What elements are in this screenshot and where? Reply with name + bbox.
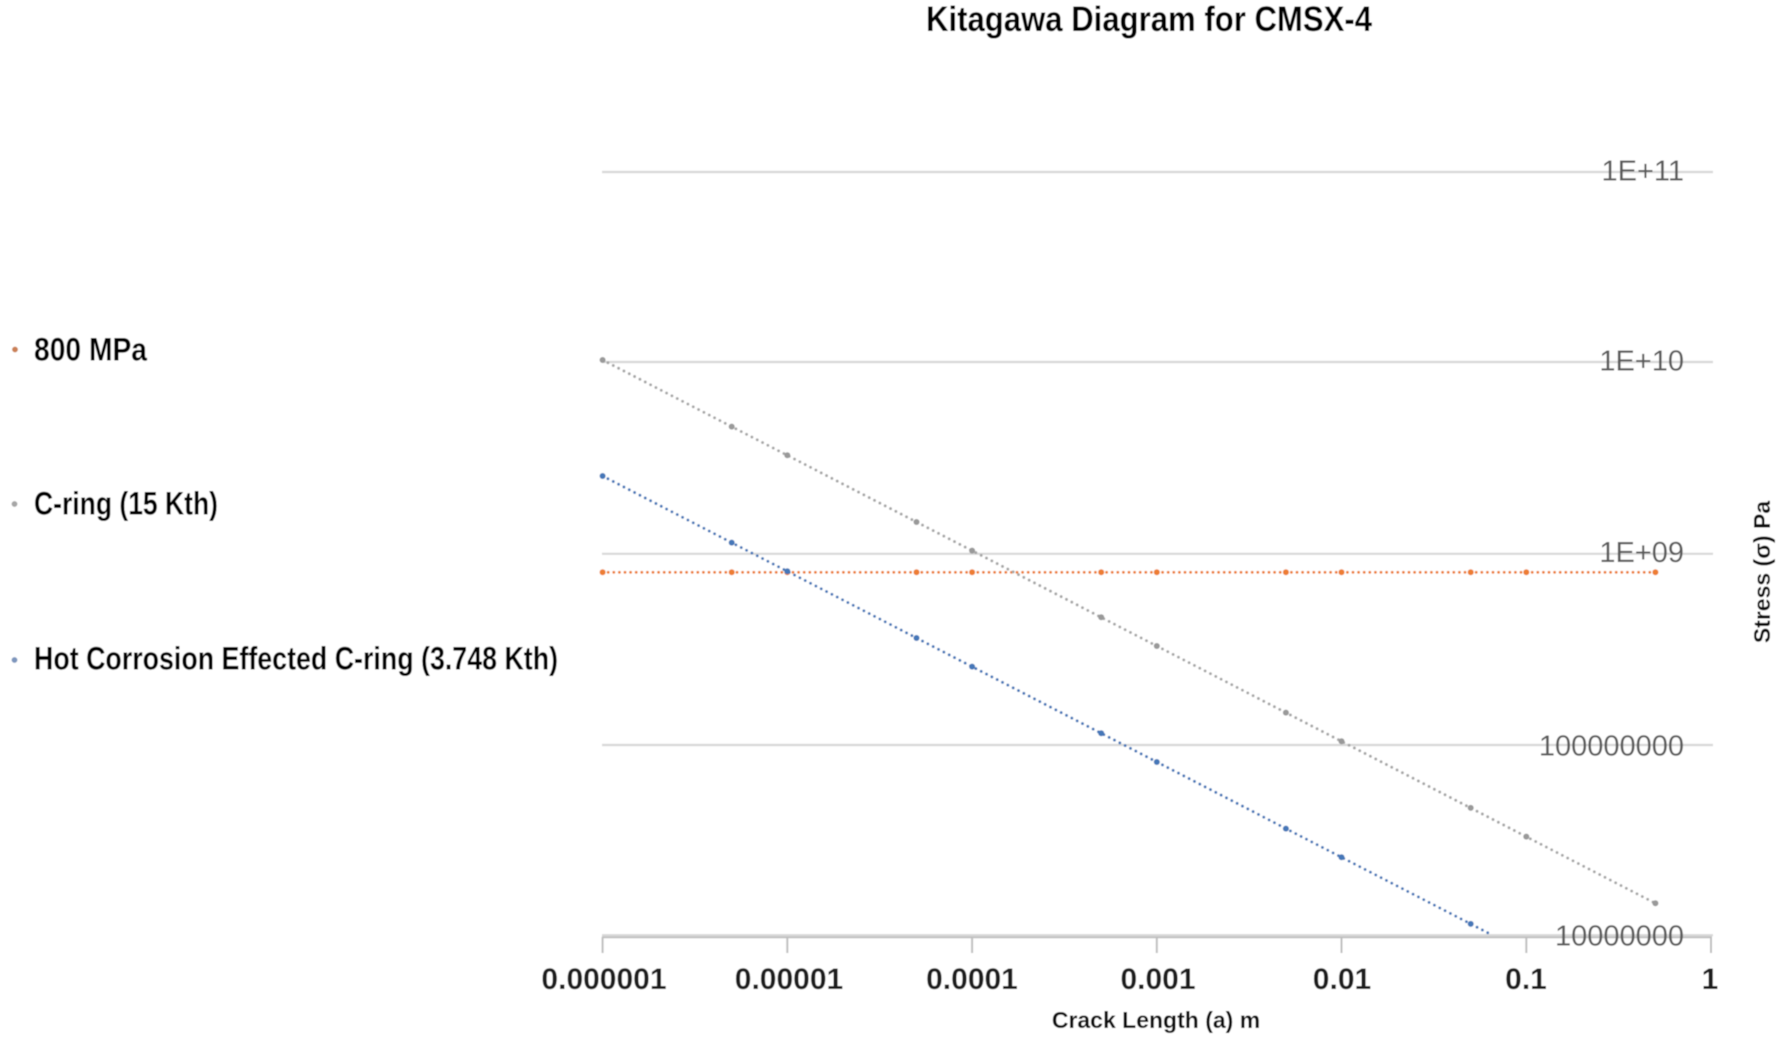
svg-text:0.00001: 0.00001 [735, 963, 843, 996]
svg-text:800 MPa: 800 MPa [34, 332, 147, 368]
svg-text:100000000: 100000000 [1539, 730, 1684, 762]
svg-text:0.1: 0.1 [1505, 963, 1547, 996]
svg-text:C-ring (15 Kth): C-ring (15 Kth) [34, 486, 218, 522]
svg-text:1: 1 [1702, 963, 1719, 996]
svg-text:Hot Corrosion Effected C-ring: Hot Corrosion Effected C-ring (3.748 Kth… [34, 641, 558, 677]
svg-text:0.0001: 0.0001 [926, 963, 1018, 996]
svg-text:0.000001: 0.000001 [541, 963, 666, 996]
svg-text:0.01: 0.01 [1313, 963, 1371, 996]
svg-text:10000000: 10000000 [1555, 921, 1684, 953]
svg-text:1E+11: 1E+11 [1601, 156, 1684, 188]
svg-text:0.001: 0.001 [1120, 963, 1195, 996]
svg-text:Crack Length (a) m: Crack Length (a) m [1052, 1007, 1260, 1033]
svg-text:Stress (σ) Pa: Stress (σ) Pa [1749, 501, 1775, 643]
svg-text:Kitagawa Diagram for CMSX-4: Kitagawa Diagram for CMSX-4 [926, 0, 1372, 39]
svg-text:1E+10: 1E+10 [1599, 345, 1684, 377]
svg-text:1E+09: 1E+09 [1599, 537, 1684, 569]
